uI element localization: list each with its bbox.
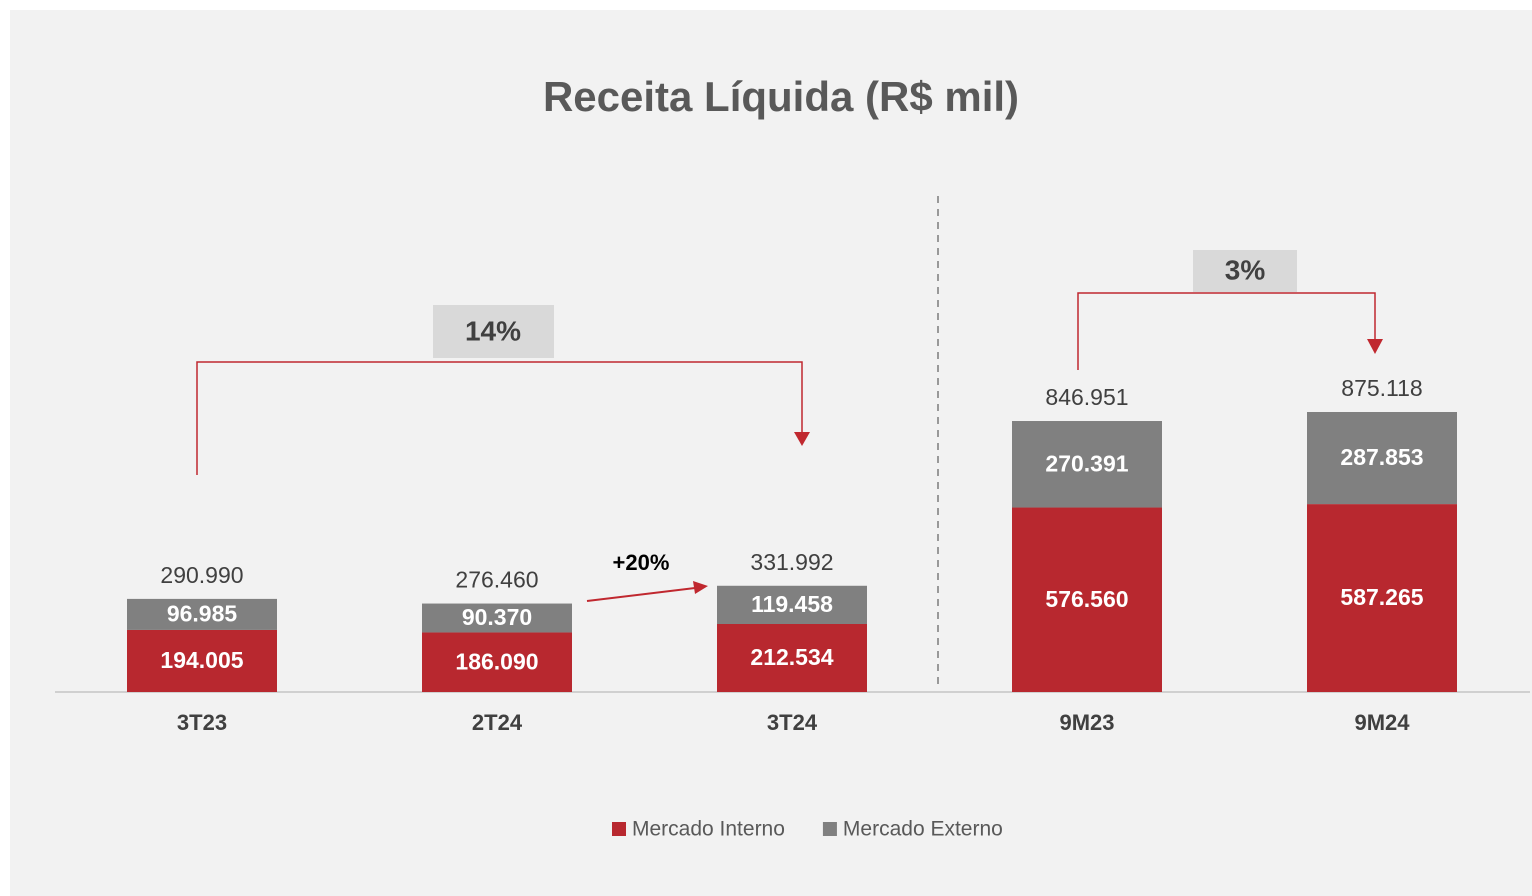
bar-segment xyxy=(1012,507,1162,692)
data-label: 576.560 xyxy=(1045,586,1128,612)
data-label: 186.090 xyxy=(455,648,538,674)
bar-segment xyxy=(1307,504,1457,692)
annotation: 14% xyxy=(465,315,521,346)
annotation: 3% xyxy=(1225,254,1266,285)
legend-label: Mercado Externo xyxy=(843,818,1003,841)
x-tick-label: 3T23 xyxy=(177,710,227,735)
chart-title: Receita Líquida (R$ mil) xyxy=(543,73,1019,120)
data-label: 90.370 xyxy=(462,604,532,630)
bar-segment xyxy=(422,603,572,633)
total-label: 331.992 xyxy=(750,549,833,575)
bar-segment xyxy=(1307,412,1457,505)
legend-swatch xyxy=(612,822,626,836)
annotation-box xyxy=(1193,250,1297,292)
data-label: 287.853 xyxy=(1340,444,1423,470)
arrow-head xyxy=(1367,339,1383,354)
total-label: 875.118 xyxy=(1341,375,1422,401)
total-label: 290.990 xyxy=(160,562,243,588)
bar-segment xyxy=(717,585,867,624)
x-tick-label: 9M23 xyxy=(1059,710,1114,735)
x-tick-label: 9M24 xyxy=(1354,710,1410,735)
bar-segment xyxy=(717,623,867,692)
bar-segment xyxy=(127,629,277,692)
annotation: +20% xyxy=(613,550,670,575)
bracket xyxy=(196,361,803,475)
data-label: 212.534 xyxy=(750,644,833,670)
data-label: 194.005 xyxy=(160,647,243,673)
bracket xyxy=(1077,292,1376,370)
arrow-head xyxy=(693,581,708,594)
bar-segment xyxy=(127,598,277,630)
total-label: 846.951 xyxy=(1045,384,1128,410)
legend-swatch xyxy=(822,822,837,836)
data-label: 587.265 xyxy=(1340,584,1423,610)
bar-segment xyxy=(1012,421,1162,508)
arrow-line xyxy=(586,587,696,602)
data-label: 96.985 xyxy=(167,600,238,626)
chart-background xyxy=(10,10,1532,896)
x-tick-label: 2T24 xyxy=(472,710,523,735)
bar-segment xyxy=(422,632,572,692)
legend-label: Mercado Interno xyxy=(632,818,785,841)
data-label: 119.458 xyxy=(751,591,833,617)
arrow-head xyxy=(794,432,810,446)
data-label: 270.391 xyxy=(1045,450,1128,476)
annotation-box xyxy=(433,305,554,358)
x-tick-label: 3T24 xyxy=(767,710,818,735)
total-label: 276.460 xyxy=(455,567,538,593)
